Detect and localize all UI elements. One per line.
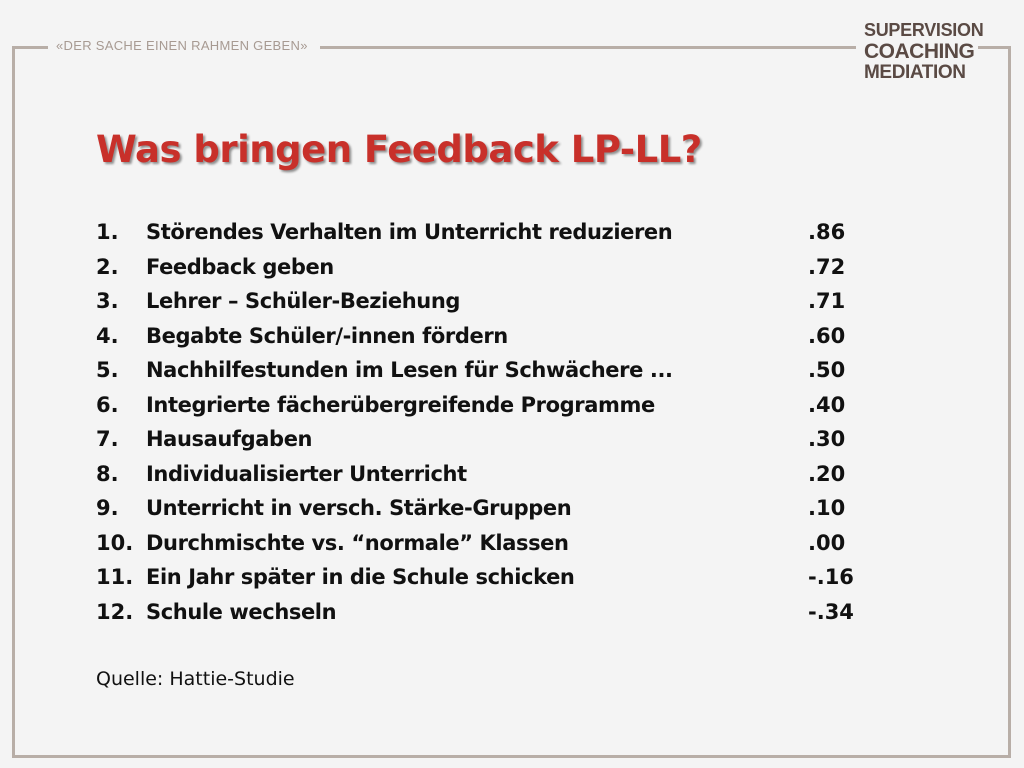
- item-number: 12.: [96, 599, 134, 624]
- item-value: -.34: [808, 599, 854, 624]
- frame-top-line: [12, 46, 48, 49]
- list-item: 1. Störendes Verhalten im Unterricht red…: [96, 218, 896, 253]
- item-label: Schule wechseln: [146, 599, 337, 624]
- item-value: .10: [808, 496, 846, 520]
- list-item: 11. Ein Jahr später in die Schule schick…: [96, 563, 896, 598]
- logo-line-mediation: MEDIATION: [864, 62, 966, 83]
- list-item: 5. Nachhilfestunden im Lesen für Schwäch…: [96, 356, 896, 391]
- ranked-list: 1. Störendes Verhalten im Unterricht red…: [96, 218, 896, 632]
- frame-top-line: [320, 46, 856, 49]
- item-number: 7.: [96, 427, 119, 451]
- frame-left-line: [12, 46, 15, 758]
- item-label: Unterricht in versch. Stärke-Gruppen: [146, 496, 572, 520]
- item-label: Begabte Schüler/-innen fördern: [146, 323, 508, 348]
- item-value: .20: [808, 461, 846, 486]
- logo-line-supervision: SUPERVISION: [864, 20, 984, 40]
- frame-bottom-line: [12, 755, 1011, 758]
- item-value: .50: [808, 358, 846, 382]
- item-number: 4.: [96, 323, 119, 348]
- item-number: 1.: [96, 220, 119, 244]
- item-label: Hausaufgaben: [146, 427, 313, 451]
- item-value: -.16: [808, 565, 854, 589]
- item-label: Lehrer – Schüler-Beziehung: [146, 289, 461, 313]
- list-item: 6. Integrierte fächerübergreifende Progr…: [96, 391, 896, 426]
- item-number: 9.: [96, 496, 119, 520]
- source-note: Quelle: Hattie-Studie: [96, 668, 295, 690]
- item-label: Nachhilfestunden im Lesen für Schwächere…: [146, 358, 673, 382]
- list-item: 4. Begabte Schüler/-innen fördern .60: [96, 322, 896, 357]
- item-number: 6.: [96, 392, 119, 417]
- list-item: 2. Feedback geben .72: [96, 253, 896, 288]
- item-number: 5.: [96, 358, 119, 382]
- item-number: 2.: [96, 254, 119, 279]
- item-number: 8.: [96, 461, 119, 486]
- list-item: 7. Hausaufgaben .30: [96, 425, 896, 460]
- frame-top-line: [978, 46, 1011, 49]
- item-number: 10.: [96, 530, 134, 555]
- list-item: 8. Individualisierter Unterricht .20: [96, 460, 896, 495]
- list-item: 12. Schule wechseln -.34: [96, 598, 896, 633]
- item-value: .40: [808, 392, 846, 417]
- item-value: .60: [808, 323, 846, 348]
- item-label: Störendes Verhalten im Unterricht reduzi…: [146, 220, 673, 244]
- list-item: 9. Unterricht in versch. Stärke-Gruppen …: [96, 494, 896, 529]
- item-label: Individualisierter Unterricht: [146, 461, 467, 486]
- item-value: .30: [808, 427, 846, 451]
- company-logo: SUPERVISION COACHING MEDIATION: [864, 20, 984, 83]
- logo-line-coaching: COACHING: [864, 40, 975, 63]
- item-value: .71: [808, 289, 846, 313]
- item-number: 3.: [96, 289, 119, 313]
- item-label: Durchmischte vs. “normale” Klassen: [146, 530, 569, 555]
- tagline: «DER SACHE EINEN RAHMEN GEBEN»: [56, 38, 308, 53]
- frame-right-line: [1008, 46, 1011, 758]
- item-value: .72: [808, 254, 846, 279]
- item-value: .00: [808, 530, 846, 555]
- slide-title: Was bringen Feedback LP-LL?: [96, 128, 702, 171]
- item-label: Feedback geben: [146, 254, 334, 279]
- list-item: 10. Durchmischte vs. “normale” Klassen .…: [96, 529, 896, 564]
- item-number: 11.: [96, 565, 134, 589]
- list-item: 3. Lehrer – Schüler-Beziehung .71: [96, 287, 896, 322]
- item-label: Integrierte fächerübergreifende Programm…: [146, 392, 655, 417]
- item-value: .86: [808, 220, 846, 244]
- item-label: Ein Jahr später in die Schule schicken: [146, 565, 575, 589]
